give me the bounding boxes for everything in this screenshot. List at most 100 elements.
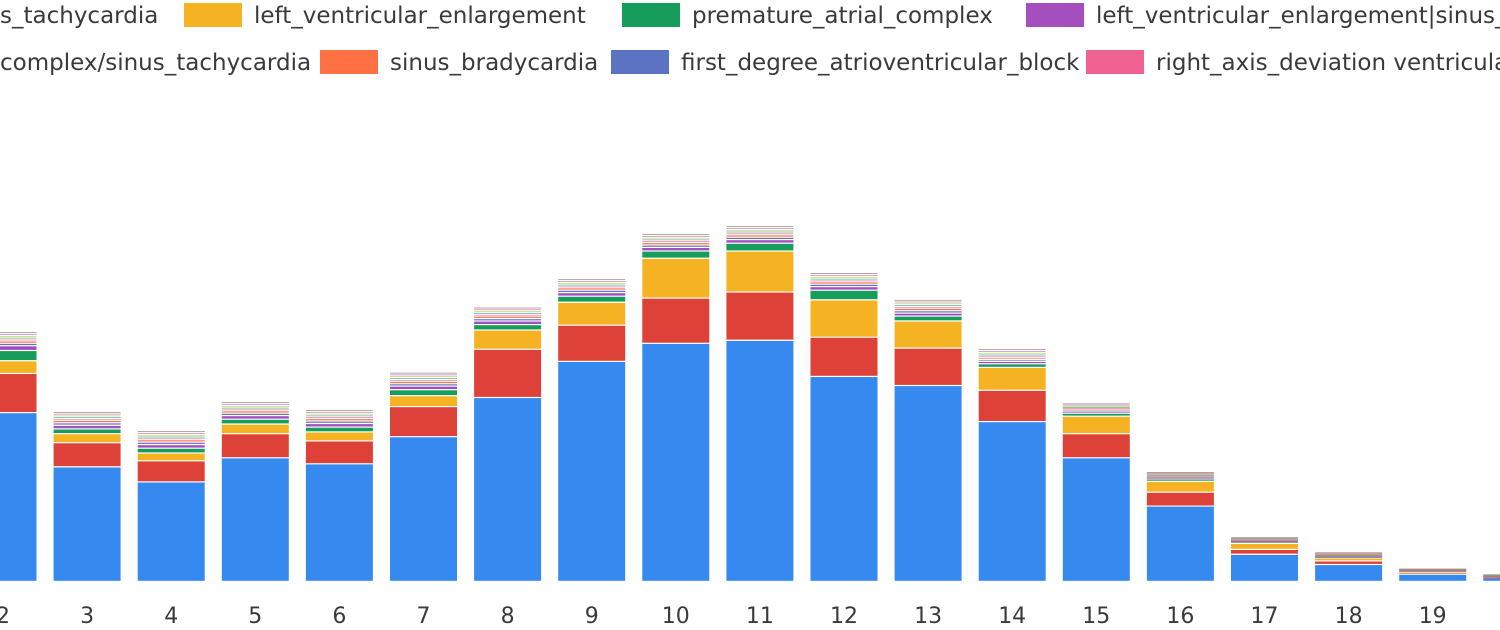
bar-segment: [221, 404, 289, 405]
bar-segment: [53, 467, 121, 581]
bar-segment: [305, 415, 373, 417]
bar-segment: [137, 433, 205, 434]
bar-segment: [726, 237, 794, 239]
bar-segment: [894, 321, 962, 348]
bar-segment: [894, 316, 962, 321]
bar-segment: [221, 413, 289, 415]
bar-segment: [1146, 476, 1214, 478]
x-tick-label: 14: [998, 604, 1026, 629]
bar-segment: [1231, 537, 1298, 538]
bar-segment: [1231, 541, 1298, 542]
bar-segment: [390, 386, 457, 390]
bar-segment: [1146, 492, 1214, 506]
bar-segment: [221, 434, 289, 458]
bar-segment: [53, 443, 121, 467]
bar-segment: [1315, 555, 1383, 557]
bar-segment: [558, 362, 626, 581]
bar-segment: [1315, 565, 1383, 581]
bar-segment: [1231, 538, 1298, 539]
x-tick-label: 10: [662, 604, 690, 629]
bar-segment: [558, 286, 626, 288]
x-tick-label: 18: [1335, 604, 1363, 629]
bar-segment: [558, 290, 626, 292]
bar-segment: [1062, 404, 1130, 406]
bar-segment: [305, 417, 373, 418]
bar-segment: [1231, 538, 1298, 540]
bar-segment: [642, 251, 710, 258]
x-tick-label: 5: [248, 604, 262, 629]
bar-segment: [390, 381, 457, 384]
legend-label: sinus_bradycardia: [390, 50, 598, 76]
bar-segment: [642, 239, 710, 241]
bar-segment: [978, 351, 1046, 352]
bar-segment: [0, 334, 37, 335]
bar-segment: [53, 429, 121, 434]
bar-segment: [726, 340, 794, 581]
x-tick-label: 13: [914, 604, 942, 629]
bar-segment: [1062, 403, 1130, 405]
bar-segment: [978, 368, 1046, 390]
bar-segment: [894, 386, 962, 581]
bar-segment: [1146, 474, 1214, 476]
bar-segment: [305, 464, 373, 581]
x-tick-label: 2: [0, 604, 10, 629]
bar-segment: [53, 419, 121, 420]
legend-label: left_ventricular_enlargement: [254, 3, 586, 29]
bar-segment: [305, 424, 373, 427]
bar-segment: [0, 336, 37, 337]
bar-segment: [558, 296, 626, 302]
bar-segment: [137, 448, 205, 453]
bar-segment: [726, 251, 794, 292]
bar-segment: [894, 313, 962, 316]
bar-segment: [894, 311, 962, 313]
bar-segment: [390, 384, 457, 386]
bar-segment: [1315, 553, 1383, 555]
bar-segment: [726, 240, 794, 243]
bar-segment: [642, 243, 710, 245]
bar-segment: [978, 422, 1046, 581]
bar-segment: [305, 421, 373, 423]
bar-segment: [221, 458, 289, 581]
bar-segment: [1231, 542, 1298, 543]
bar-segment: [474, 319, 542, 321]
bar-segment: [305, 413, 373, 415]
bar-segment: [1399, 568, 1467, 570]
bar-segment: [1315, 557, 1383, 558]
bar-segment: [53, 412, 121, 413]
bar-segment: [558, 279, 626, 280]
x-tick-label: 8: [501, 604, 515, 629]
legend-swatch: [622, 3, 680, 27]
x-tick-label: 7: [417, 604, 431, 629]
bar-segment: [0, 332, 37, 333]
bar-segment: [978, 354, 1046, 356]
bar-segment: [1062, 434, 1130, 458]
bar-segment: [894, 308, 962, 311]
bar-segment: [810, 273, 878, 274]
bar-segment: [642, 245, 710, 247]
bar-segment: [137, 445, 205, 448]
bar-segment: [221, 407, 289, 409]
bar-segment: [474, 321, 542, 324]
bar-segment: [558, 281, 626, 282]
bar-segment: [642, 241, 710, 242]
bar-segment: [1315, 561, 1383, 564]
x-tick-label: 11: [746, 604, 774, 629]
bar-segment: [474, 398, 542, 581]
legend-swatch: [320, 50, 378, 74]
bar-segment: [1231, 550, 1298, 554]
bar-segment: [1231, 539, 1298, 540]
bar-segment: [1315, 553, 1383, 554]
bar-segment: [53, 423, 121, 425]
bar-segment: [390, 376, 457, 377]
bar-segment: [0, 337, 37, 339]
bar-segment: [558, 288, 626, 290]
bar-segment: [810, 284, 878, 286]
bar-segment: [1146, 472, 1214, 473]
bar-segment: [390, 407, 457, 437]
bar-segment: [221, 424, 289, 434]
bar-segment: [0, 341, 37, 343]
bar-segment: [390, 374, 457, 376]
bar-segment: [642, 237, 710, 239]
bar-segment: [1146, 481, 1214, 492]
